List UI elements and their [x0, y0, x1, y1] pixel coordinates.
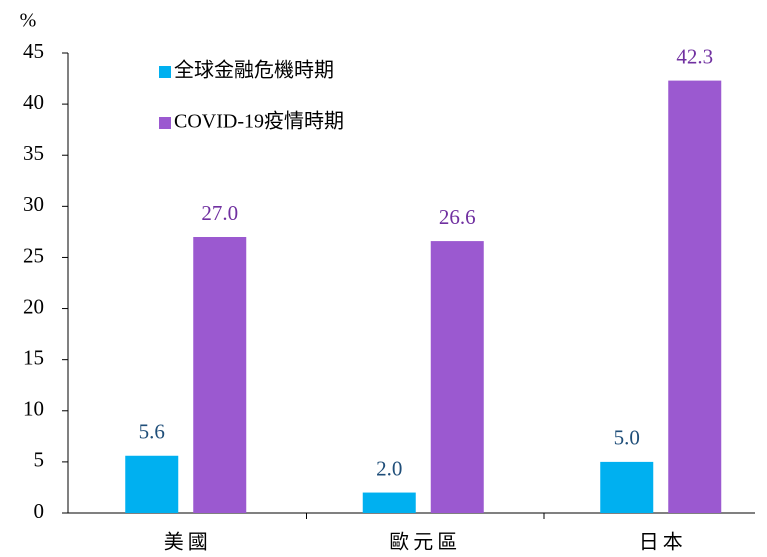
- value-label: 2.0: [376, 456, 402, 480]
- y-tick-label: 5: [34, 448, 45, 472]
- legend-swatch: [159, 66, 171, 78]
- y-tick-label: 15: [23, 345, 44, 369]
- y-tick-label: 10: [23, 397, 44, 421]
- y-tick-label: 35: [23, 141, 44, 165]
- bar: [125, 455, 179, 513]
- y-tick-label: 0: [34, 499, 45, 523]
- bar: [668, 80, 722, 513]
- x-tick-label: 日本: [639, 531, 687, 554]
- bar: [600, 461, 654, 513]
- value-label: 26.6: [439, 205, 476, 229]
- bar: [193, 237, 247, 513]
- legend-swatch: [159, 117, 171, 129]
- value-label: 5.0: [614, 426, 640, 450]
- y-axis-label: %: [20, 10, 37, 32]
- value-label: 27.0: [201, 201, 238, 225]
- y-tick-label: 25: [23, 243, 44, 267]
- y-tick-label: 20: [23, 294, 44, 318]
- bar: [362, 492, 416, 513]
- y-tick-label: 40: [23, 90, 44, 114]
- legend-label: 全球金融危機時期: [174, 59, 334, 82]
- y-tick-label: 45: [23, 39, 44, 63]
- value-label: 5.6: [139, 420, 165, 444]
- bar: [430, 241, 484, 514]
- y-tick-label: 30: [23, 192, 44, 216]
- x-tick-label: 美國: [164, 531, 212, 554]
- value-label: 42.3: [676, 44, 713, 68]
- x-tick-label: 歐元區: [389, 531, 461, 554]
- legend-label: COVID-19疫情時期: [174, 110, 344, 133]
